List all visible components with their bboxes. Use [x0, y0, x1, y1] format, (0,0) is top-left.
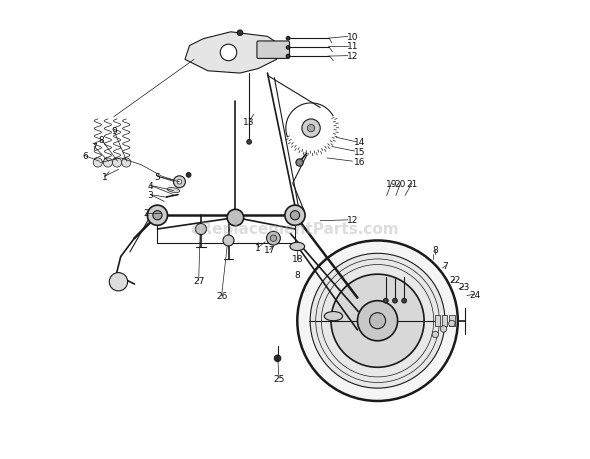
Circle shape: [393, 299, 397, 303]
Circle shape: [223, 235, 234, 246]
Text: 9: 9: [111, 127, 117, 135]
Circle shape: [369, 313, 386, 329]
Text: 12: 12: [347, 52, 358, 61]
Circle shape: [285, 206, 305, 226]
Text: 5: 5: [155, 173, 160, 181]
Circle shape: [227, 210, 244, 226]
Text: 15: 15: [353, 147, 365, 156]
Circle shape: [270, 235, 277, 242]
Circle shape: [307, 125, 314, 133]
Circle shape: [153, 211, 162, 220]
Circle shape: [358, 301, 398, 341]
Circle shape: [440, 326, 447, 332]
Bar: [449, 315, 455, 326]
Polygon shape: [185, 33, 281, 74]
Text: 13: 13: [244, 118, 255, 126]
Text: eReplacementParts.com: eReplacementParts.com: [191, 222, 399, 237]
Circle shape: [177, 180, 182, 185]
Circle shape: [286, 55, 290, 59]
Circle shape: [402, 299, 407, 303]
Circle shape: [173, 176, 185, 188]
Text: 25: 25: [273, 374, 284, 383]
Circle shape: [331, 274, 424, 368]
Text: 21: 21: [407, 179, 418, 188]
Circle shape: [220, 45, 237, 62]
Circle shape: [290, 211, 300, 220]
Circle shape: [267, 232, 280, 246]
FancyBboxPatch shape: [257, 42, 290, 59]
Text: 14: 14: [353, 138, 365, 147]
Text: 22: 22: [449, 275, 460, 284]
Circle shape: [113, 158, 122, 168]
Circle shape: [122, 158, 131, 168]
Circle shape: [296, 159, 303, 167]
Text: 1: 1: [255, 243, 261, 252]
Circle shape: [310, 254, 445, 388]
Circle shape: [432, 331, 438, 338]
Text: 1: 1: [102, 173, 107, 181]
Text: 8: 8: [294, 271, 300, 280]
Text: 19: 19: [385, 179, 397, 188]
Ellipse shape: [167, 188, 180, 193]
Text: 23: 23: [458, 282, 470, 291]
Text: 20: 20: [395, 179, 406, 188]
Text: 3: 3: [148, 190, 153, 200]
Text: 2: 2: [143, 209, 149, 218]
Circle shape: [195, 224, 206, 235]
Bar: [435, 315, 440, 326]
Text: 4: 4: [148, 182, 153, 190]
Text: 8: 8: [99, 136, 104, 145]
Text: 17: 17: [264, 246, 276, 255]
Circle shape: [186, 173, 191, 178]
Circle shape: [297, 241, 458, 401]
Text: 18: 18: [291, 255, 303, 264]
Circle shape: [247, 140, 251, 145]
Ellipse shape: [324, 312, 343, 321]
Text: 7: 7: [442, 262, 448, 271]
Circle shape: [448, 320, 455, 327]
Circle shape: [286, 46, 290, 50]
Circle shape: [286, 37, 290, 41]
Text: 24: 24: [469, 290, 480, 299]
Text: 12: 12: [347, 216, 358, 225]
Text: 26: 26: [216, 291, 227, 300]
Circle shape: [103, 158, 113, 168]
Text: 6: 6: [82, 152, 88, 161]
Circle shape: [148, 206, 168, 226]
Text: 10: 10: [346, 33, 358, 42]
Circle shape: [93, 158, 103, 168]
Text: 16: 16: [353, 157, 365, 166]
Ellipse shape: [290, 243, 304, 251]
Circle shape: [274, 355, 281, 362]
Text: 27: 27: [193, 276, 204, 285]
Circle shape: [109, 273, 127, 291]
Circle shape: [302, 120, 320, 138]
Circle shape: [237, 31, 242, 36]
Text: 7: 7: [91, 143, 97, 151]
Circle shape: [384, 299, 388, 303]
Bar: [442, 315, 447, 326]
Text: 11: 11: [346, 42, 358, 51]
Text: 8: 8: [432, 246, 438, 255]
